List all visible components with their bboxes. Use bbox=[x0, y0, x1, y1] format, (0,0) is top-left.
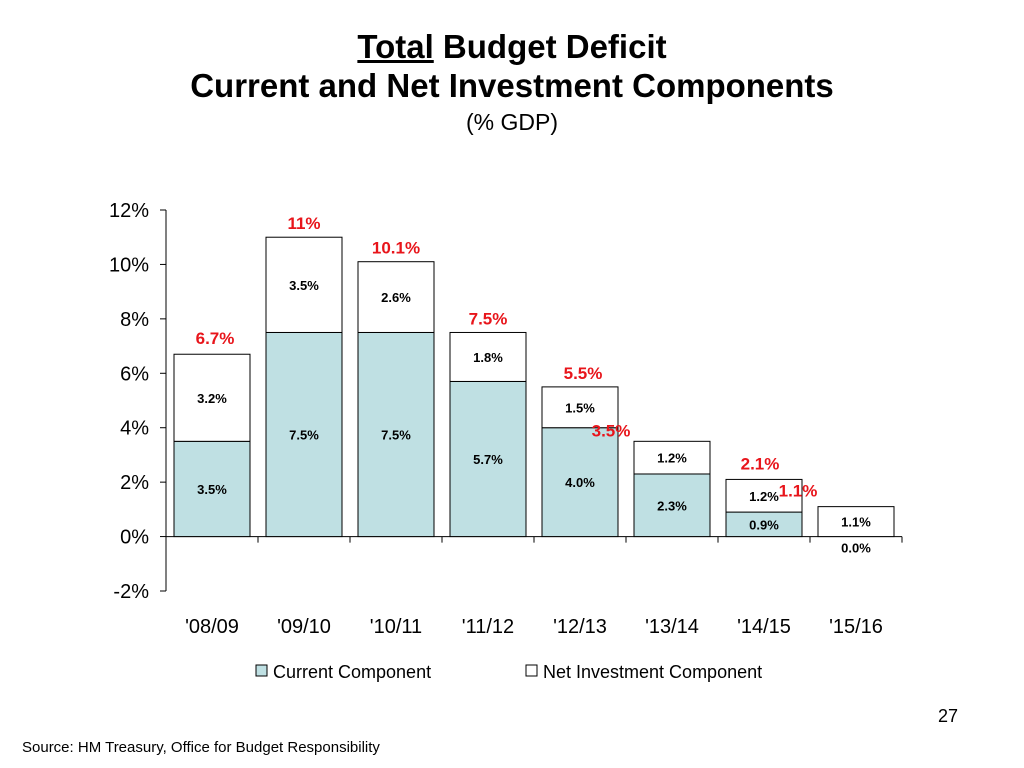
total-label: 11% bbox=[287, 214, 320, 233]
legend-swatch-current bbox=[255, 664, 268, 677]
legend-label-current: Current Component bbox=[273, 662, 431, 682]
data-label-current: 7.5% bbox=[381, 428, 411, 443]
bar-net-investment-component bbox=[173, 353, 251, 442]
y-tick-label: 6% bbox=[120, 363, 149, 385]
data-label-net-investment: 1.1% bbox=[841, 515, 871, 530]
data-label-net-investment: 1.2% bbox=[749, 489, 779, 504]
total-label: 5.5% bbox=[564, 364, 603, 383]
y-tick-label: 0% bbox=[120, 527, 149, 549]
total-label: 6.7% bbox=[196, 329, 235, 348]
total-label: 3.5% bbox=[592, 421, 631, 440]
bar-current-component bbox=[357, 331, 435, 538]
x-tick-label: '13/14 bbox=[645, 616, 699, 638]
y-tick-label: 10% bbox=[109, 254, 149, 276]
data-label-current: 4.0% bbox=[565, 475, 595, 490]
y-tick-label: 8% bbox=[120, 309, 149, 331]
x-tick-label: '10/11 bbox=[370, 616, 422, 638]
bar-net-investment-component bbox=[265, 236, 343, 333]
total-label: 10.1% bbox=[372, 239, 420, 258]
y-tick-label: 4% bbox=[120, 418, 149, 440]
legend-swatch-net-investment bbox=[525, 664, 538, 677]
y-tick-label: 12% bbox=[109, 200, 149, 222]
bar-current-component bbox=[725, 511, 803, 538]
x-tick-label: '08/09 bbox=[185, 616, 239, 638]
bar-net-investment-component bbox=[357, 261, 435, 333]
data-label-net-investment: 1.8% bbox=[473, 350, 503, 365]
data-label-current: 7.5% bbox=[289, 428, 319, 443]
data-label-net-investment: 1.5% bbox=[565, 400, 595, 415]
chart-title-line2: Current and Net Investment Components bbox=[190, 67, 834, 104]
data-label-current: 3.5% bbox=[197, 482, 227, 497]
data-label-current: 2.3% bbox=[657, 498, 687, 513]
bar-net-investment-component bbox=[817, 506, 895, 538]
x-tick-label: '12/13 bbox=[553, 616, 607, 638]
data-label-net-investment: 1.2% bbox=[657, 451, 687, 466]
legend-label-net-investment: Net Investment Component bbox=[543, 662, 762, 682]
bar-current-component bbox=[173, 440, 251, 538]
total-label: 2.1% bbox=[741, 454, 780, 473]
title-underlined-word: Total bbox=[357, 28, 434, 65]
data-label-net-investment: 3.2% bbox=[197, 391, 227, 406]
bar-current-component bbox=[265, 331, 343, 538]
total-label: 1.1% bbox=[779, 482, 818, 501]
x-tick-label: '15/16 bbox=[829, 616, 883, 638]
bar-current-component bbox=[541, 427, 619, 538]
bar-net-investment-component bbox=[633, 440, 711, 475]
y-tick-label: -2% bbox=[113, 581, 149, 603]
y-tick-label: 2% bbox=[120, 472, 149, 494]
data-label-net-investment: 2.6% bbox=[381, 290, 411, 305]
x-tick-label: '14/15 bbox=[737, 616, 791, 638]
data-label-net-investment: 3.5% bbox=[289, 278, 319, 293]
bar-net-investment-component bbox=[449, 331, 527, 382]
bar-current-component bbox=[633, 473, 711, 538]
x-tick-label: '11/12 bbox=[462, 616, 514, 638]
total-label: 7.5% bbox=[469, 309, 508, 328]
chart-title: Total Budget Deficit bbox=[0, 28, 1024, 66]
data-label-current: 5.7% bbox=[473, 452, 503, 467]
chart-subtitle: (% GDP) bbox=[466, 109, 558, 135]
data-label-current: 0.9% bbox=[749, 517, 779, 532]
x-tick-label: '09/10 bbox=[277, 616, 331, 638]
bar-current-component bbox=[449, 380, 527, 538]
bar-net-investment-component bbox=[725, 478, 803, 513]
title-block: Total Budget Deficit Current and Net Inv… bbox=[0, 28, 1024, 136]
bar-net-investment-component bbox=[541, 386, 619, 429]
title-rest: Budget Deficit bbox=[433, 28, 667, 65]
source-note: Source: HM Treasury, Office for Budget R… bbox=[22, 739, 380, 756]
page-number: 27 bbox=[938, 706, 959, 726]
data-label-current: 0.0% bbox=[841, 541, 871, 556]
